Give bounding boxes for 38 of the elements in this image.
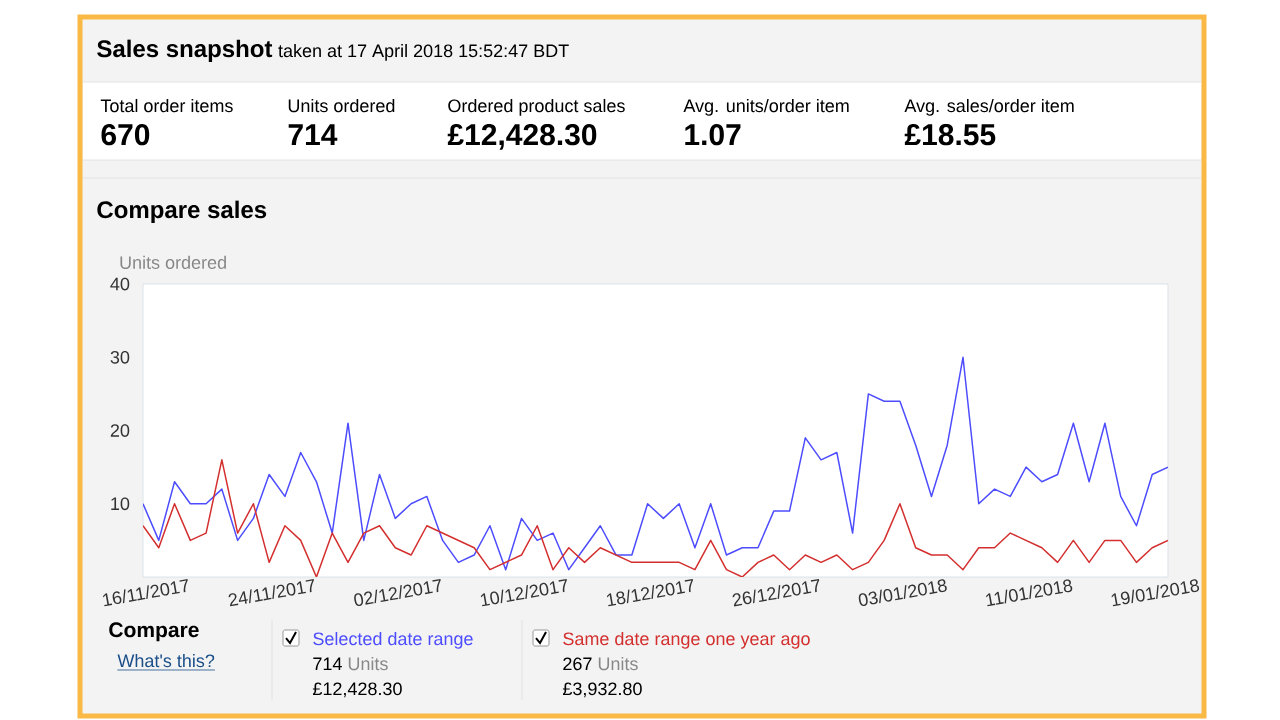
x-tick-label: 02/12/2017 [354, 578, 441, 606]
text: Ordered product sales [448, 98, 625, 116]
y-tick-label: 10 [111, 497, 130, 511]
text: Same date range one year ago [563, 631, 810, 649]
x-tick-label: 18/12/2017 [607, 578, 693, 607]
y-tick-label: 30 [110, 350, 130, 364]
text: What's this? [117, 653, 215, 668]
x-tick-label: 19/01/2018 [1111, 579, 1200, 607]
x-tick-label: 16/11/2017 [103, 579, 188, 607]
x-tick-label: 24/11/2017 [228, 579, 314, 607]
text: Units [598, 656, 638, 671]
text: 1.07 [685, 124, 741, 146]
text: Selected date range [313, 631, 473, 649]
x-tick-label: 26/12/2017 [732, 578, 820, 607]
text: £12,428.30 [312, 682, 402, 698]
text: Units ordered [288, 98, 395, 113]
text: Compare [109, 622, 199, 642]
x-tick-label: 10/12/2017 [480, 578, 567, 607]
text: taken at 17 April 2018 15:52:47 BDT [278, 43, 569, 61]
text: Sales snapshot [97, 39, 273, 62]
text: Avg. sales/order item [904, 98, 1074, 116]
y-tick-label: 20 [110, 424, 130, 437]
text: £12,428.30 [447, 124, 597, 150]
x-tick-label: 11/01/2018 [986, 579, 1073, 607]
text: 714 [288, 124, 338, 146]
text: Avg. units/order item [683, 98, 849, 116]
text: 714 [313, 657, 342, 671]
x-tick-label: 03/01/2018 [858, 579, 947, 606]
text: Units [348, 656, 388, 671]
y-axis-title: Units ordered [120, 255, 226, 269]
text: Total order items [100, 98, 233, 113]
y-tick-label: 40 [110, 277, 130, 291]
chart-title: Compare sales [97, 200, 267, 223]
text: £3,932.80 [562, 682, 642, 698]
text: 670 [101, 124, 150, 146]
line-series [143, 356, 1168, 571]
text: £18.55 [904, 124, 996, 146]
text: 267 [563, 657, 592, 671]
